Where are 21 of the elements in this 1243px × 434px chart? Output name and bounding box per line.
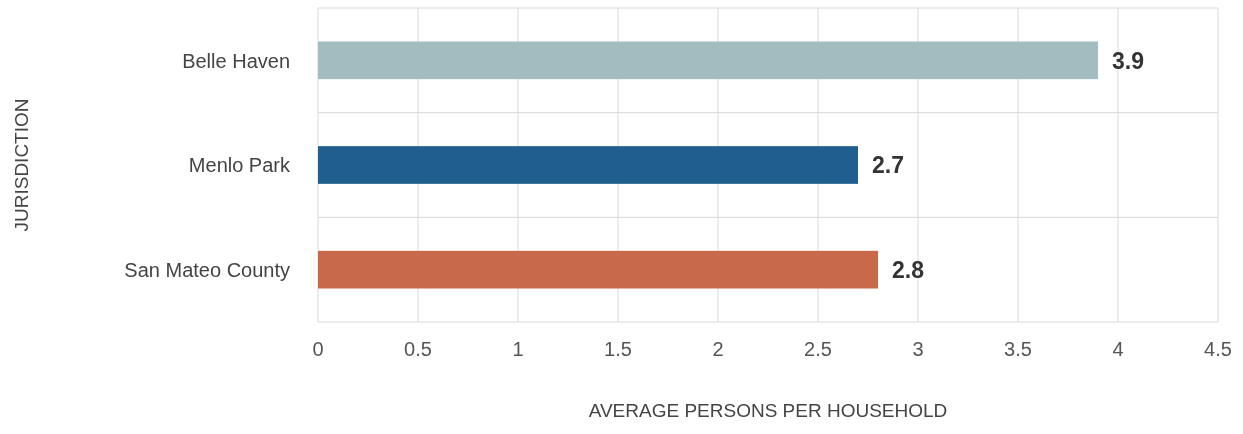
y-axis-title: JURISDICTION (11, 98, 32, 232)
x-tick-label: 2 (712, 338, 724, 360)
x-tick-label: 3 (912, 338, 924, 360)
x-axis-title: AVERAGE PERSONS PER HOUSEHOLD (588, 400, 948, 421)
x-tick-label: 4 (1112, 338, 1124, 360)
x-tick-label: 4.5 (1204, 338, 1232, 360)
x-tick-label: 3.5 (1004, 338, 1032, 360)
x-tick-label: 0.5 (404, 338, 432, 360)
data-label: 3.9 (1112, 47, 1144, 74)
data-label: 2.7 (872, 152, 904, 179)
data-label: 2.8 (892, 256, 925, 283)
y-tick-label: San Mateo County (124, 258, 290, 281)
x-tick-label: 2.5 (804, 338, 832, 360)
bar (318, 250, 878, 289)
bar (318, 41, 1098, 80)
bar (318, 146, 858, 184)
x-tick-label: 0 (312, 338, 324, 360)
x-tick-label: 1 (512, 338, 524, 360)
y-tick-label: Menlo Park (188, 154, 291, 177)
y-tick-label: Belle Haven (182, 49, 290, 72)
x-tick-label: 1.5 (604, 338, 632, 360)
